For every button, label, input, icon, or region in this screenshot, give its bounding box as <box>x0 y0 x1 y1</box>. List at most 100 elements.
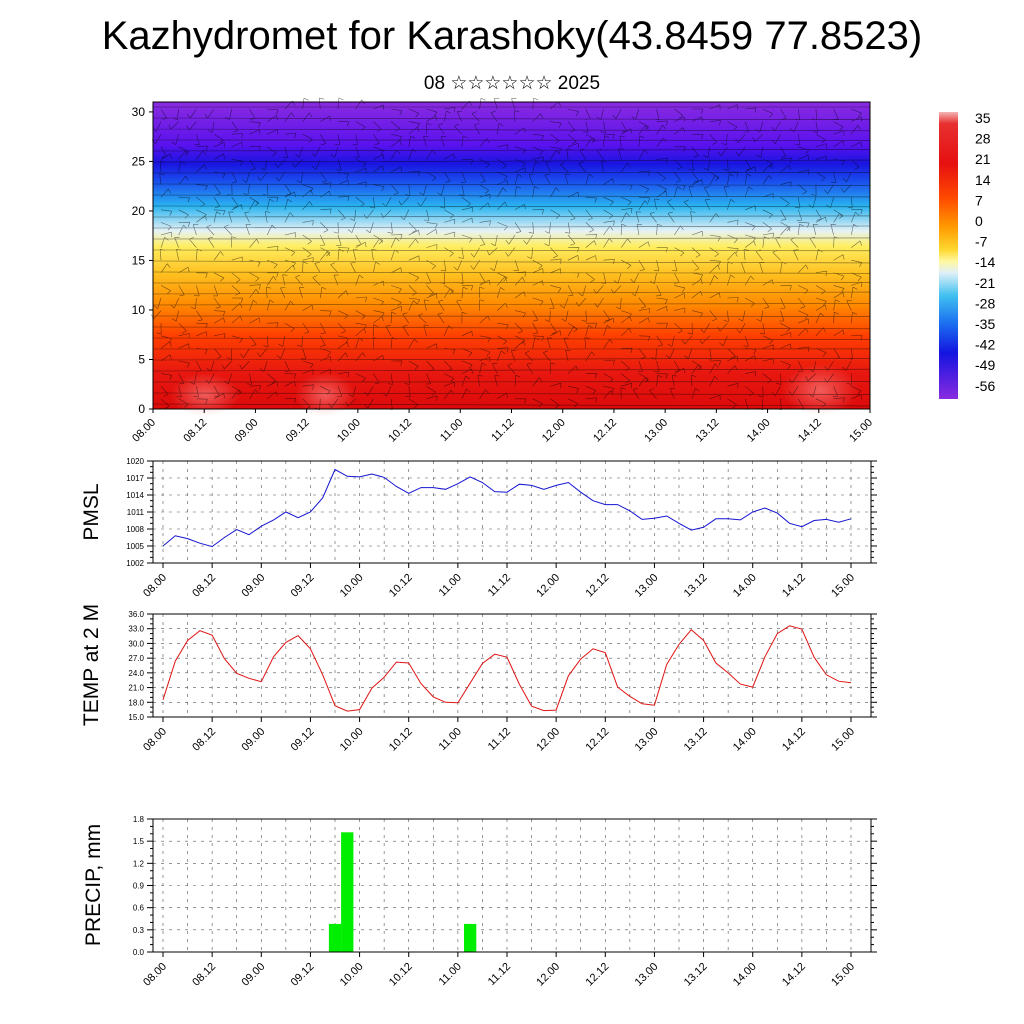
colorbar-label: -21 <box>975 275 995 291</box>
chart-title: Kazhydromet for Karashoky(43.8459 77.852… <box>101 14 923 58</box>
heatmap-x-tick-label: 12.00 <box>540 417 568 445</box>
wind-barbs <box>151 97 871 411</box>
temp-x-tick-label: 08.12 <box>190 726 218 754</box>
colorbar-label: 21 <box>975 151 991 167</box>
precip-y-tick-label: 1.5 <box>133 837 145 846</box>
pmsl-x-tick-label: 09.00 <box>239 572 267 600</box>
pmsl-y-tick-label: 1002 <box>126 559 144 568</box>
precip-bar <box>464 923 477 952</box>
heatmap-y-axis: 0 5 10 15 20 25 30 <box>132 105 153 416</box>
heatmap-x-tick-label: 15.00 <box>847 417 875 445</box>
precip-x-tick-label: 11.00 <box>437 961 464 988</box>
temp-y-tick-label: 30.0 <box>128 639 144 648</box>
pmsl-x-tick-label: 13.00 <box>633 572 661 600</box>
heatmap-y-tick-label: 0 <box>138 402 145 416</box>
colorbar-strip <box>939 112 958 399</box>
temp-x-tick-label: 14.12 <box>780 726 808 754</box>
precip-y-tick-label: 0.3 <box>133 926 145 935</box>
temp-x-tick-label: 13.12 <box>682 726 710 754</box>
pmsl-y-label: PMSL <box>80 483 103 540</box>
temp-x-tick-label: 10.12 <box>387 726 415 754</box>
temp-x-tick-label: 09.00 <box>239 726 267 754</box>
heatmap-x-tick-label: 12.12 <box>591 417 619 445</box>
heatmap-x-tick-label: 09.12 <box>284 417 312 445</box>
temp-y-tick-label: 24.0 <box>128 669 144 678</box>
temp-y-tick-label: 18.0 <box>128 698 144 707</box>
precip-y-tick-label: 1.8 <box>133 815 145 824</box>
precip-x-tick-label: 09.00 <box>239 961 267 989</box>
pmsl-x-tick-label: 11.12 <box>486 572 513 599</box>
precip-x-tick-label: 13.00 <box>633 961 661 989</box>
temp-x-tick-label: 10.00 <box>338 726 366 754</box>
temp-panel: 15.018.021.024.027.030.033.036.0 08.00 08… <box>80 604 877 754</box>
colorbar: 35 28 21 14 7 0 -7 -14 -21 -28 -35 -42 -49 -56 <box>939 110 995 399</box>
precip-bar <box>341 832 354 952</box>
temp-x-axis: 08.00 08.12 09.00 09.12 10.00 10.12 11.00 11.12… <box>141 717 857 754</box>
pmsl-y-tick-label: 1014 <box>126 491 144 500</box>
precip-y-tick-label: 1.2 <box>133 859 145 868</box>
precip-y-tick-label: 0.6 <box>133 904 145 913</box>
pmsl-series-line <box>162 468 852 548</box>
temp-y-label: TEMP at 2 M <box>80 604 103 726</box>
precip-x-tick-label: 08.00 <box>141 961 169 989</box>
pmsl-x-tick-label: 10.00 <box>338 572 366 600</box>
heatmap-x-tick-label: 11.12 <box>489 417 516 444</box>
chart-subtitle: 08 ☆☆☆☆☆☆ 2025 <box>423 73 601 94</box>
heatmap-y-tick-label: 15 <box>132 253 146 267</box>
precip-x-tick-label: 14.12 <box>780 961 808 989</box>
colorbar-label: 7 <box>975 192 983 208</box>
temp-y-tick-label: 33.0 <box>128 625 144 634</box>
warm-spot <box>295 373 355 417</box>
precip-x-tick-label: 15.00 <box>829 961 857 989</box>
pmsl-x-tick-label: 09.12 <box>289 572 317 600</box>
colorbar-label: -56 <box>975 378 995 394</box>
colorbar-label: -28 <box>975 295 995 311</box>
pmsl-x-tick-label: 14.12 <box>780 572 808 600</box>
precip-y-axis: 0.0 0.3 0.6 0.9 1.2 1.5 1.8 <box>133 815 877 957</box>
temp-x-tick-label: 14.00 <box>731 726 759 754</box>
precip-x-tick-label: 14.00 <box>731 961 759 989</box>
heatmap-x-tick-label: 11.00 <box>438 417 465 444</box>
pmsl-y-tick-label: 1008 <box>126 525 144 534</box>
temp-x-tick-label: 15.00 <box>829 726 857 754</box>
pmsl-x-tick-label: 08.00 <box>141 572 169 600</box>
pmsl-grid <box>153 460 871 564</box>
temp-x-tick-label: 11.12 <box>486 726 513 753</box>
warm-spot <box>170 373 240 417</box>
heatmap-y-tick-label: 30 <box>132 105 146 119</box>
colorbar-label: -49 <box>975 357 995 373</box>
colorbar-label: -42 <box>975 337 995 353</box>
pmsl-y-tick-label: 1011 <box>127 508 145 517</box>
colorbar-label: -35 <box>975 316 995 332</box>
pmsl-x-tick-label: 11.00 <box>437 572 464 599</box>
precip-x-axis: 08.00 08.12 09.00 09.12 10.00 10.12 11.00 11.12… <box>141 952 857 989</box>
precip-x-tick-label: 12.12 <box>583 961 611 989</box>
heatmap-x-tick-label: 10.12 <box>386 417 414 445</box>
temp-x-tick-label: 12.00 <box>534 726 562 754</box>
heatmap-x-tick-label: 14.00 <box>745 417 773 445</box>
temp-x-tick-label: 13.00 <box>633 726 661 754</box>
precip-x-tick-label: 11.12 <box>486 961 513 988</box>
colorbar-label: 14 <box>975 172 991 188</box>
precip-bar <box>328 923 342 952</box>
warm-spot <box>782 364 858 416</box>
temp-y-tick-label: 27.0 <box>128 654 144 663</box>
heatmap-x-tick-label: 08.12 <box>181 417 209 445</box>
temp-y-axis: 15.0 18.0 21.0 24.0 27.0 30.0 33.0 36.0 <box>128 610 877 722</box>
precip-y-tick-label: 0.0 <box>133 948 145 957</box>
colorbar-labels: 35 28 21 14 7 0 -7 -14 -21 -28 -35 -42 -49 -56 <box>975 110 995 394</box>
upper-air-panel: 0 5 10 15 20 25 30 08.00 08.12 09.00 09.12 10.00 10… <box>130 97 875 445</box>
heatmap-x-tick-label: 09.00 <box>233 417 261 445</box>
pmsl-x-tick-label: 12.00 <box>534 572 562 600</box>
precip-x-tick-label: 10.12 <box>387 961 415 989</box>
heatmap-x-tick-label: 14.12 <box>796 417 824 445</box>
temp-grid <box>153 613 871 718</box>
precip-x-tick-label: 08.12 <box>190 961 218 989</box>
precip-y-tick-label: 0.9 <box>133 882 145 891</box>
pmsl-x-tick-label: 14.00 <box>731 572 759 600</box>
heatmap-y-tick-label: 5 <box>138 352 145 366</box>
pmsl-x-tick-label: 13.12 <box>682 572 710 600</box>
precip-x-tick-label: 10.00 <box>338 961 366 989</box>
pmsl-x-axis: 08.00 08.12 09.00 09.12 10.00 10.12 11.00 11.12… <box>141 563 857 600</box>
